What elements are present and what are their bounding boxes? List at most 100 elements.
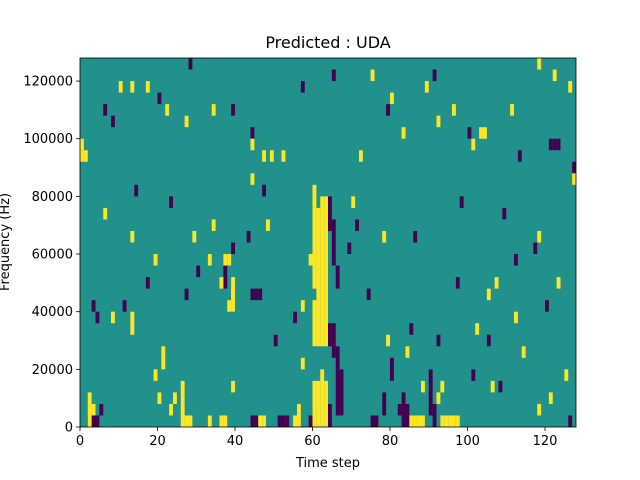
heatmap-cell-low — [366, 288, 371, 301]
heatmap-cell-high — [510, 104, 514, 116]
heatmap-cell-high — [440, 415, 445, 427]
heatmap-cell-high — [486, 288, 491, 301]
heatmap-cell-high — [421, 380, 425, 393]
heatmap-cell-low — [455, 277, 460, 289]
heatmap-cell-high — [494, 277, 499, 289]
heatmap-cell-high — [351, 196, 356, 208]
heatmap-cell-high — [312, 207, 317, 289]
heatmap-cell-low — [122, 300, 127, 312]
x-tick-label: 60 — [304, 434, 321, 449]
heatmap-cell-high — [157, 392, 162, 404]
heatmap-cell-low — [355, 219, 359, 231]
heatmap-cell-high — [424, 81, 429, 93]
heatmap-cell-high — [413, 415, 418, 427]
heatmap-cell-low — [223, 265, 228, 289]
heatmap-cell-high — [409, 415, 414, 427]
heatmap-cell-high — [359, 150, 363, 162]
heatmap-cell-high — [572, 173, 576, 185]
heatmap-cell-low — [548, 138, 553, 151]
heatmap-cell-high — [266, 219, 270, 231]
heatmap-cell-high — [316, 380, 321, 427]
heatmap-cell-high — [219, 277, 224, 289]
heatmap-cell-low — [370, 415, 375, 427]
heatmap-cell-high — [316, 207, 321, 347]
heatmap-cell-low — [459, 196, 464, 208]
heatmap-cell-high — [537, 58, 542, 70]
x-axis-title: Time step — [295, 456, 360, 471]
heatmap-cell-high — [312, 380, 317, 427]
heatmap-cell-low — [145, 277, 150, 289]
heatmap-cell-high — [537, 230, 542, 243]
heatmap-cell-high — [192, 230, 197, 243]
heatmap-cell-high — [405, 346, 410, 358]
heatmap-cell-low — [432, 403, 437, 427]
heatmap-cell-low — [134, 184, 139, 197]
heatmap-cell-low — [231, 242, 235, 255]
heatmap-cell-low — [347, 242, 352, 255]
heatmap-cell-low — [401, 392, 406, 427]
x-tick-label: 120 — [533, 434, 558, 449]
heatmap-cell-low — [556, 138, 561, 151]
heatmap-cell-high — [548, 392, 553, 404]
heatmap-cell-high — [471, 138, 476, 151]
heatmap-cell-high — [401, 127, 406, 139]
heatmap-cell-high — [130, 230, 135, 243]
heatmap-cell-high — [320, 369, 325, 427]
heatmap-cell-low — [99, 403, 104, 416]
heatmap-cell-high — [281, 150, 286, 162]
heatmap-cell-high — [382, 230, 387, 243]
heatmap-cell-low — [428, 369, 433, 416]
heatmap-cell-low — [196, 265, 201, 278]
heatmap-cell-high — [231, 380, 235, 393]
heatmap-cell-high — [258, 415, 263, 427]
heatmap-cell-low — [545, 300, 549, 312]
heatmap-cell-low — [498, 380, 503, 393]
heatmap-cell-high — [227, 300, 232, 312]
heatmap-cell-high — [312, 184, 317, 208]
heatmap-cell-high — [479, 127, 483, 139]
heatmap-cell-low — [308, 415, 313, 427]
heatmap-cell-high — [452, 415, 456, 427]
heatmap-cell-low — [300, 81, 305, 93]
chart-title: Predicted : UDA — [265, 33, 390, 52]
heatmap-cell-low — [111, 115, 115, 128]
heatmap-cell-high — [80, 150, 84, 162]
heatmap-cell-high — [269, 150, 274, 162]
heatmap-cell-high — [118, 81, 123, 93]
y-tick-label: 80000 — [32, 190, 73, 205]
heatmap-cell-high — [207, 254, 212, 266]
heatmap-cell-low — [328, 323, 332, 347]
heatmap-cell-high — [184, 115, 189, 128]
heatmap-cell-high — [556, 277, 561, 289]
heatmap-cell-high — [436, 392, 441, 404]
y-axis-title: Frequency (Hz) — [0, 193, 13, 291]
heatmap-cell-high — [145, 81, 150, 93]
heatmap-cell-high — [448, 415, 452, 427]
y-axis: 0 20000 40000 60000 80000 100000 120000 — [23, 75, 80, 436]
heatmap-cell-low — [339, 369, 344, 416]
y-tick-label: 120000 — [23, 75, 73, 90]
heatmap-cell-low — [184, 288, 189, 301]
heatmap-cell-low — [533, 242, 538, 255]
heatmap-cell-low — [572, 161, 576, 174]
heatmap-cell-low — [281, 415, 286, 427]
y-tick-label: 40000 — [32, 305, 73, 320]
heatmap-cell-high — [111, 311, 115, 324]
heatmap-cell-low — [169, 196, 173, 208]
heatmap-cell-low — [277, 415, 282, 427]
heatmap-cell-high — [386, 334, 390, 347]
heatmap-cell-low — [254, 415, 259, 427]
heatmap-cell-high — [130, 311, 135, 335]
heatmap-cell-high — [483, 127, 487, 139]
heatmap-cell-low — [157, 92, 162, 105]
heatmap-cell-low — [246, 230, 251, 243]
heatmap-cell-low — [374, 415, 379, 427]
heatmap-cell-low — [471, 369, 476, 381]
heatmap-cell-high — [440, 380, 445, 393]
heatmap-cell-high — [211, 104, 216, 116]
y-tick-label: 60000 — [32, 248, 73, 263]
x-tick-label: 20 — [149, 434, 166, 449]
heatmap-cell-high — [537, 403, 542, 416]
heatmap-cell-high — [514, 311, 518, 324]
